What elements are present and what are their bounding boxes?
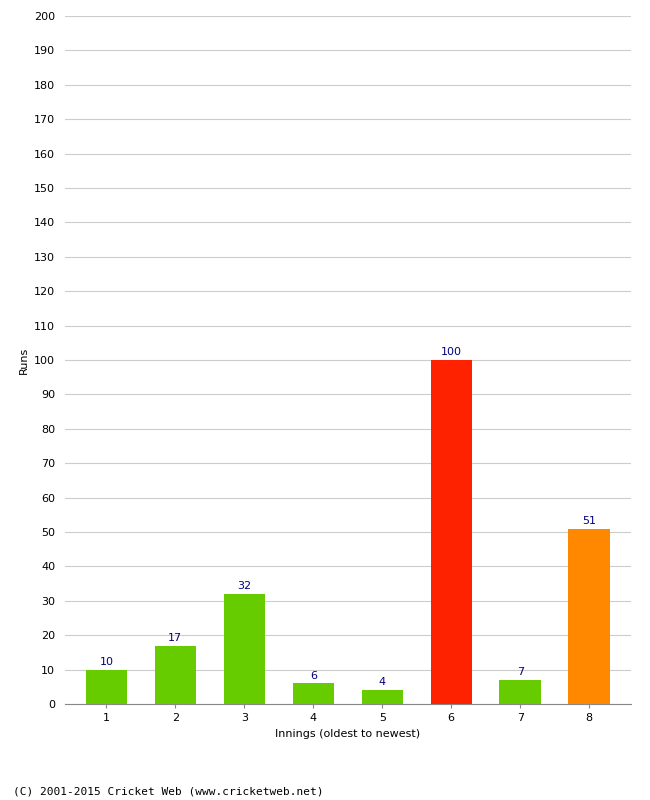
Text: (C) 2001-2015 Cricket Web (www.cricketweb.net): (C) 2001-2015 Cricket Web (www.cricketwe… <box>13 786 324 796</box>
X-axis label: Innings (oldest to newest): Innings (oldest to newest) <box>275 729 421 738</box>
Bar <box>155 646 196 704</box>
Text: 51: 51 <box>582 516 596 526</box>
Bar <box>292 683 334 704</box>
Text: 4: 4 <box>379 678 386 687</box>
Y-axis label: Runs: Runs <box>19 346 29 374</box>
Bar <box>361 690 403 704</box>
Text: 32: 32 <box>237 581 252 591</box>
Bar <box>86 670 127 704</box>
Bar <box>224 594 265 704</box>
Bar <box>569 529 610 704</box>
Text: 17: 17 <box>168 633 183 642</box>
Bar <box>499 680 541 704</box>
Bar <box>430 360 472 704</box>
Text: 100: 100 <box>441 347 462 358</box>
Text: 7: 7 <box>517 667 524 677</box>
Text: 10: 10 <box>99 657 113 667</box>
Text: 6: 6 <box>310 670 317 681</box>
